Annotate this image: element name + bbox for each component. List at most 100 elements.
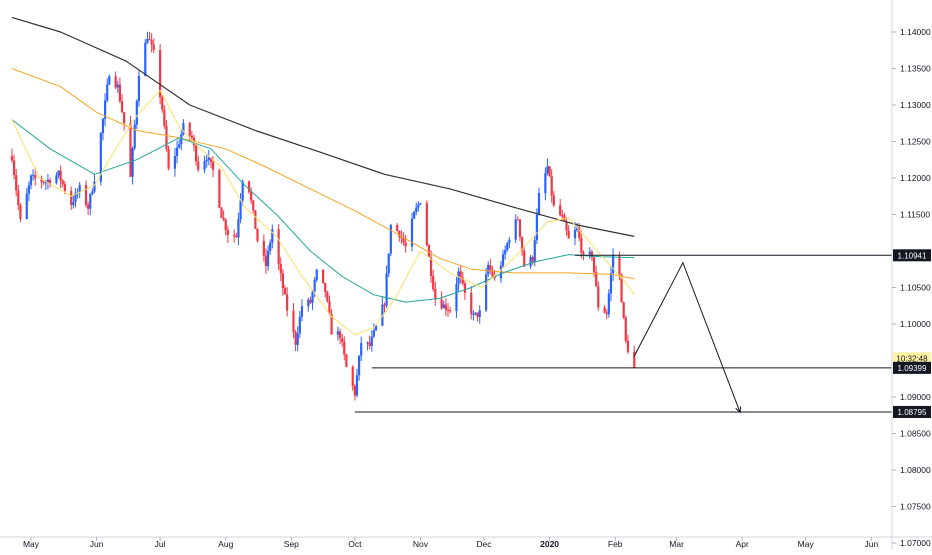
candle-body: [29, 175, 33, 186]
candle-body: [133, 124, 136, 149]
candle-body: [222, 217, 225, 220]
candle-body: [559, 205, 562, 216]
candle-body: [34, 174, 37, 179]
candle-body: [123, 112, 126, 124]
candle-body: [398, 231, 401, 237]
candle-body: [279, 264, 282, 274]
candle-body: [370, 336, 373, 346]
candle-body: [605, 312, 608, 315]
candle-body: [573, 230, 577, 239]
price-label-box: [893, 361, 931, 374]
candle-body: [120, 101, 124, 113]
candle-body: [233, 234, 236, 237]
candle-body: [489, 265, 492, 271]
x-tick-label: Mar: [669, 539, 684, 549]
candle-body: [309, 299, 312, 303]
candle-body: [108, 76, 111, 85]
candle-body: [476, 312, 479, 317]
candle-body: [205, 159, 208, 162]
price-label-box: [893, 405, 931, 418]
candle-body: [404, 242, 407, 247]
candle-body: [357, 355, 361, 376]
candle-body: [387, 253, 390, 274]
candle-body: [203, 161, 206, 170]
y-tick-label: 1.08500: [900, 429, 931, 439]
candle-body: [178, 144, 181, 148]
x-tick-label: Jun: [90, 539, 104, 549]
candle-body: [32, 174, 35, 176]
candle-body: [159, 49, 162, 98]
candle-body: [241, 181, 244, 201]
candle-body: [544, 173, 547, 194]
candle-body: [389, 224, 392, 254]
candle-body: [296, 333, 299, 345]
candle-body: [324, 282, 327, 293]
candle-body: [10, 156, 14, 161]
candle-body: [226, 229, 229, 235]
candle-body: [55, 175, 58, 184]
candle-body: [326, 292, 329, 302]
candle-body: [12, 160, 16, 176]
candle-body: [84, 185, 88, 205]
candle-body: [609, 273, 613, 294]
y-tick-label: 1.10500: [900, 283, 931, 293]
candle-body: [281, 273, 284, 289]
y-tick-label: 1.13000: [900, 100, 931, 110]
candle-body: [239, 200, 242, 220]
candle-body: [470, 292, 473, 315]
candle-body: [57, 170, 60, 176]
candle-body: [42, 181, 45, 183]
candle-body: [224, 219, 227, 230]
projection-path[interactable]: [633, 261, 741, 413]
candle-body: [235, 236, 238, 238]
candle-body: [78, 185, 81, 193]
candle-body: [516, 219, 519, 221]
candle-body: [118, 84, 122, 102]
candle-body: [25, 193, 28, 220]
candle-body: [292, 310, 295, 332]
candle-body: [633, 351, 636, 368]
candle-body: [514, 219, 517, 240]
candle-body: [63, 183, 66, 191]
candle-body: [546, 166, 549, 174]
candle-body: [93, 181, 96, 192]
candle-body: [506, 243, 509, 251]
candle-body: [446, 309, 450, 311]
candle-body: [535, 214, 538, 241]
price-label: 1.09399: [898, 364, 927, 373]
candle-body: [427, 244, 431, 258]
candle-body: [27, 185, 30, 194]
candle-body: [372, 330, 376, 337]
candle-body: [402, 237, 405, 243]
candle-body: [459, 271, 462, 278]
candle-body: [366, 342, 369, 344]
candle-body: [597, 286, 600, 308]
candle-body: [415, 207, 418, 212]
candle-body: [463, 283, 467, 293]
levels-layer: [354, 254, 892, 414]
candle-body: [262, 240, 265, 256]
candle-body: [491, 270, 494, 277]
candle-body: [588, 251, 591, 255]
candle-body: [247, 181, 251, 192]
candle-body: [313, 279, 316, 292]
candle-body: [622, 302, 625, 318]
x-tick-label: May: [23, 539, 40, 549]
candle-body: [341, 338, 344, 342]
x-tick-label: Sep: [284, 539, 299, 549]
candle-body: [61, 180, 64, 184]
candle-body: [444, 304, 447, 310]
candle-body: [504, 250, 507, 255]
candle-body: [40, 178, 43, 182]
candle-body: [396, 224, 399, 232]
candle-body: [19, 204, 22, 220]
candle-body: [152, 44, 155, 50]
candle-body: [529, 257, 532, 267]
candle-body: [311, 291, 314, 303]
price-label-box: [893, 249, 931, 262]
candle-body: [432, 276, 435, 290]
candle-body: [135, 101, 138, 125]
candle-body: [252, 200, 255, 211]
